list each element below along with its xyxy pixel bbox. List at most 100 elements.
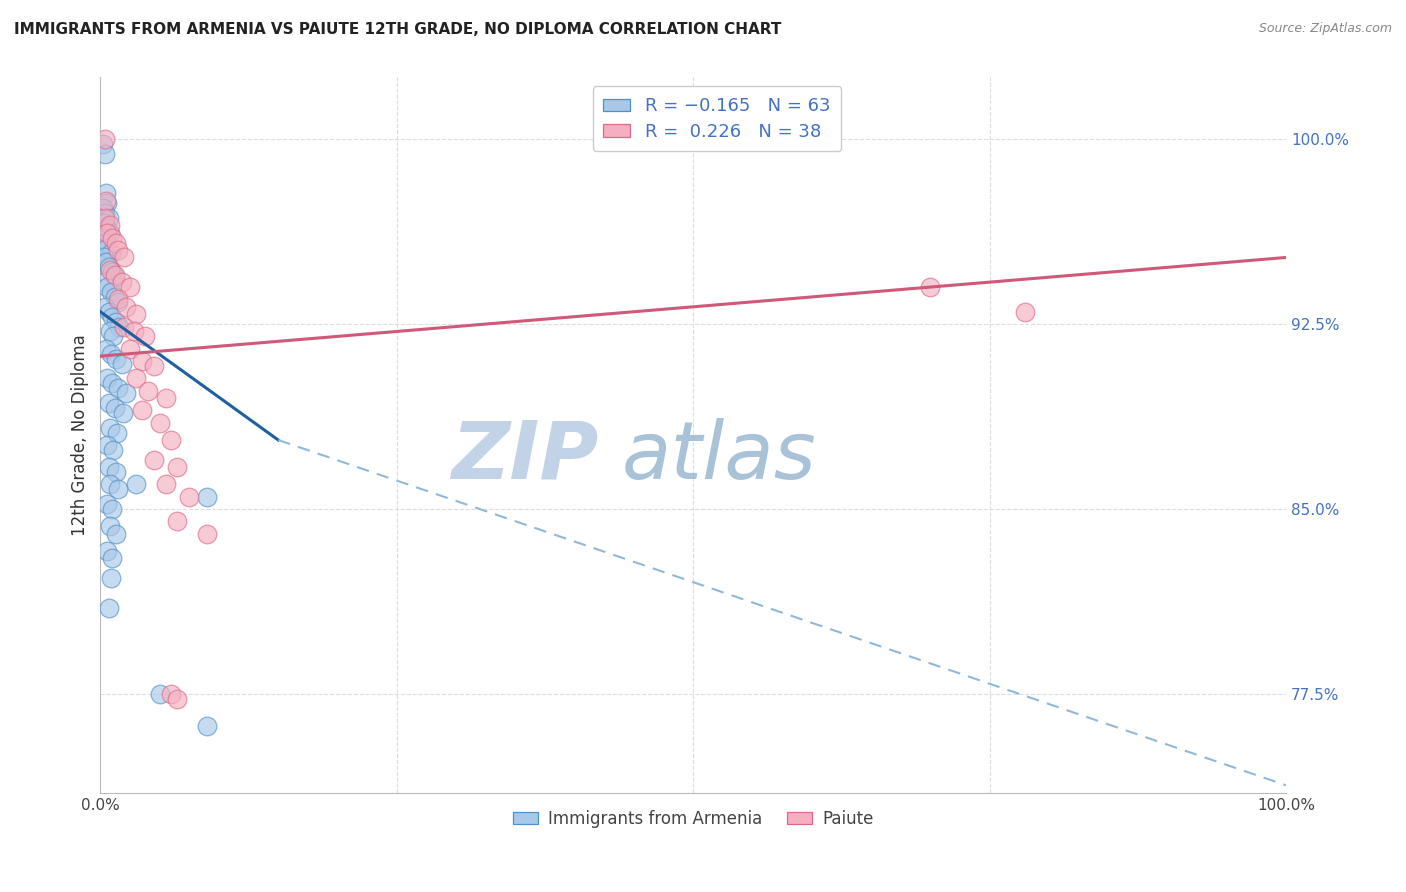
- Point: [136, 384, 159, 398]
- Point: [142, 452, 165, 467]
- Point: [179, 490, 201, 504]
- Point: [104, 526, 127, 541]
- Point: [94, 132, 117, 146]
- Point: [97, 600, 120, 615]
- Text: atlas: atlas: [621, 417, 817, 495]
- Point: [107, 381, 129, 395]
- Point: [104, 235, 127, 250]
- Point: [98, 226, 121, 240]
- Point: [104, 351, 127, 366]
- Point: [100, 571, 122, 585]
- Point: [107, 294, 129, 309]
- Point: [94, 235, 117, 250]
- Point: [111, 406, 134, 420]
- Point: [111, 275, 134, 289]
- Point: [96, 241, 118, 255]
- Point: [118, 280, 141, 294]
- Point: [96, 255, 118, 269]
- Point: [103, 290, 125, 304]
- Point: [96, 342, 118, 356]
- Point: [131, 403, 153, 417]
- Point: [125, 371, 148, 385]
- Point: [104, 465, 127, 479]
- Text: ZIP: ZIP: [451, 417, 599, 495]
- Point: [103, 268, 125, 282]
- Point: [94, 206, 117, 220]
- Point: [93, 216, 115, 230]
- Point: [97, 304, 120, 318]
- Point: [920, 280, 942, 294]
- Point: [101, 265, 124, 279]
- Point: [115, 300, 138, 314]
- Point: [122, 325, 145, 339]
- Point: [1014, 304, 1036, 318]
- Point: [93, 275, 115, 289]
- Point: [96, 220, 118, 235]
- Point: [166, 692, 188, 706]
- Point: [100, 245, 122, 260]
- Point: [107, 243, 129, 257]
- Point: [91, 201, 114, 215]
- Point: [166, 460, 188, 475]
- Point: [125, 307, 148, 321]
- Point: [104, 315, 127, 329]
- Point: [100, 285, 122, 299]
- Point: [101, 231, 124, 245]
- Point: [94, 147, 117, 161]
- Text: IMMIGRANTS FROM ARMENIA VS PAIUTE 12TH GRADE, NO DIPLOMA CORRELATION CHART: IMMIGRANTS FROM ARMENIA VS PAIUTE 12TH G…: [14, 22, 782, 37]
- Point: [97, 460, 120, 475]
- Point: [195, 490, 218, 504]
- Point: [131, 354, 153, 368]
- Point: [103, 270, 125, 285]
- Point: [97, 260, 120, 275]
- Point: [103, 442, 125, 457]
- Point: [160, 687, 183, 701]
- Point: [155, 391, 177, 405]
- Point: [94, 300, 117, 314]
- Y-axis label: 12th Grade, No Diploma: 12th Grade, No Diploma: [72, 334, 89, 536]
- Point: [107, 483, 129, 497]
- Point: [101, 376, 124, 391]
- Point: [149, 416, 172, 430]
- Point: [155, 477, 177, 491]
- Point: [103, 401, 125, 415]
- Point: [100, 346, 122, 360]
- Point: [111, 357, 134, 371]
- Point: [105, 425, 128, 440]
- Point: [96, 497, 118, 511]
- Point: [96, 186, 118, 201]
- Point: [101, 310, 124, 324]
- Point: [112, 319, 135, 334]
- Point: [96, 194, 118, 208]
- Legend: Immigrants from Armenia, Paiute: Immigrants from Armenia, Paiute: [506, 803, 880, 834]
- Point: [91, 231, 114, 245]
- Point: [94, 211, 117, 225]
- Point: [115, 386, 138, 401]
- Point: [93, 251, 115, 265]
- Point: [134, 329, 156, 343]
- Text: Source: ZipAtlas.com: Source: ZipAtlas.com: [1258, 22, 1392, 36]
- Point: [195, 526, 218, 541]
- Point: [125, 477, 148, 491]
- Point: [112, 251, 135, 265]
- Point: [98, 519, 121, 533]
- Point: [96, 544, 118, 558]
- Point: [160, 433, 183, 447]
- Point: [96, 438, 118, 452]
- Point: [107, 293, 129, 307]
- Point: [98, 325, 121, 339]
- Point: [96, 371, 118, 385]
- Point: [149, 687, 172, 701]
- Point: [97, 396, 120, 410]
- Point: [142, 359, 165, 373]
- Point: [103, 329, 125, 343]
- Point: [101, 502, 124, 516]
- Point: [195, 719, 218, 733]
- Point: [96, 226, 118, 240]
- Point: [96, 196, 118, 211]
- Point: [98, 262, 121, 277]
- Point: [98, 219, 121, 233]
- Point: [96, 280, 118, 294]
- Point: [166, 514, 188, 528]
- Point: [118, 342, 141, 356]
